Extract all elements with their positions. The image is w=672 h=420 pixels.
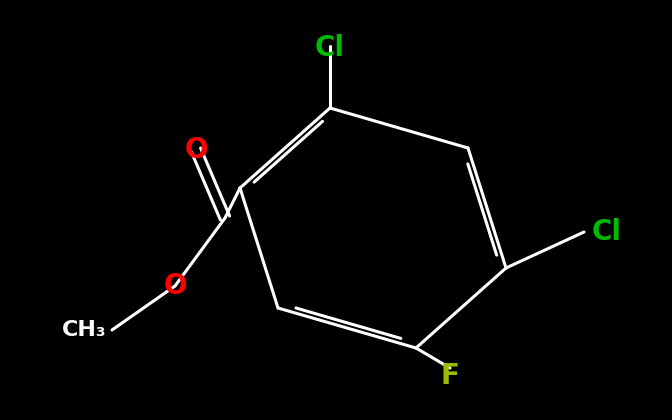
Text: F: F xyxy=(441,362,460,390)
Text: O: O xyxy=(184,136,208,164)
Text: Cl: Cl xyxy=(315,34,345,62)
Text: Cl: Cl xyxy=(592,218,622,246)
Text: O: O xyxy=(163,272,187,300)
Text: CH₃: CH₃ xyxy=(61,320,106,340)
